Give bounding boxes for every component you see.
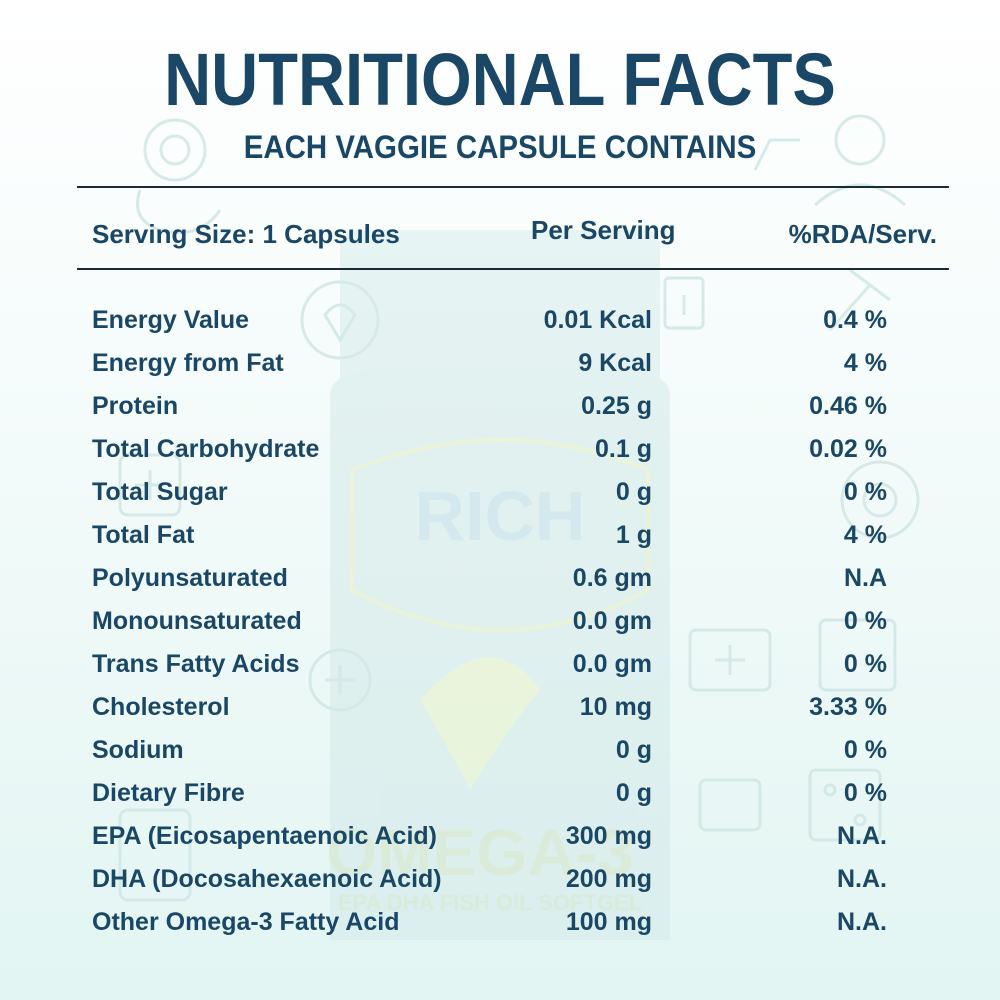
clipboard-icon xyxy=(663,276,705,330)
rda-value: 3.33 % xyxy=(809,693,887,721)
rda-value: 0 % xyxy=(843,607,887,635)
rda-value: 0.02 % xyxy=(809,435,887,463)
table-row: Monounsaturated 0.0 gm 0 % xyxy=(0,600,1000,643)
first-aid-kit-icon xyxy=(688,618,897,692)
table-row: EPA (Eicosapentaenoic Acid) 300 mg N.A. xyxy=(0,815,1000,858)
table-row: Total Sugar 0 g 0 % xyxy=(0,471,1000,514)
page-title: NUTRITIONAL FACTS xyxy=(164,38,836,121)
column-header-rda: %RDA/Serv. xyxy=(788,219,937,249)
per-serving-value: 0.0 gm xyxy=(572,607,652,635)
table-row: Dietary Fibre 0 g 0 % xyxy=(0,772,1000,815)
table-row: Polyunsaturated 0.6 gm N.A xyxy=(0,557,1000,600)
nutrient-name: Other Omega-3 Fatty Acid xyxy=(92,908,400,936)
pill-box-icon xyxy=(698,768,882,842)
nutrient-name: Polyunsaturated xyxy=(92,564,288,592)
rda-value: 0.46 % xyxy=(809,392,887,420)
nutrient-name: Energy Value xyxy=(92,306,250,334)
rda-value: 0 % xyxy=(843,650,887,678)
column-header-serving-size: Serving Size: 1 Capsules xyxy=(92,219,400,249)
table-row: DHA (Docosahexaenoic Acid) 200 mg N.A. xyxy=(0,858,1000,901)
rda-value: 0.4 % xyxy=(823,306,887,334)
rda-value: N.A. xyxy=(837,822,887,850)
per-serving-value: 0 g xyxy=(615,736,652,764)
nutrient-name: Total Sugar xyxy=(92,478,228,506)
watermark-product: OMEGA-3 xyxy=(326,815,634,889)
page-subtitle: EACH VAGGIE CAPSULE CONTAINS xyxy=(243,129,757,165)
table-row: Cholesterol 10 mg 3.33 % xyxy=(0,686,1000,729)
table-row: Energy Value 0.01 Kcal 0.4 % xyxy=(0,299,1000,342)
per-serving-value: 0.0 gm xyxy=(572,650,652,678)
nutrient-name: Protein xyxy=(92,392,179,420)
per-serving-value: 0.6 gm xyxy=(572,564,652,592)
brain-icon xyxy=(136,118,222,234)
per-serving-value: 10 mg xyxy=(579,693,652,721)
watermark-brand: RICH xyxy=(414,477,585,555)
table-row: Sodium 0 g 0 % xyxy=(0,729,1000,772)
rda-value: 0 % xyxy=(843,779,887,807)
watermark-brand-sub: INSERTS xyxy=(439,554,562,579)
per-serving-value: 300 mg xyxy=(565,822,652,850)
nutrition-table-body: Energy Value 0.01 Kcal 0.4 % Energy from… xyxy=(0,299,1000,944)
divider-top xyxy=(77,186,949,188)
nutrient-name: Monounsaturated xyxy=(92,607,302,635)
nutrient-name: EPA (Eicosapentaenoic Acid) xyxy=(92,822,437,850)
per-serving-value: 100 mg xyxy=(565,908,652,936)
doctor-icon xyxy=(753,114,906,207)
rda-value: 4 % xyxy=(843,349,887,377)
table-row: Total Carbohydrate 0.1 g 0.02 % xyxy=(0,428,1000,471)
per-serving-value: 9 Kcal xyxy=(578,349,652,377)
bottle-watermark xyxy=(330,230,670,940)
nutrient-name: Cholesterol xyxy=(92,693,230,721)
rda-value: N.A. xyxy=(837,865,887,893)
pills-icon xyxy=(118,808,192,902)
rda-value: 0 % xyxy=(843,736,887,764)
nutrient-name: Total Carbohydrate xyxy=(92,435,320,463)
watermark-product-sub: EPA DHA FISH OIL SOFTGEL xyxy=(338,890,642,915)
table-row: Other Omega-3 Fatty Acid 100 mg N.A. xyxy=(0,901,1000,944)
column-header-per-serving: Per Serving xyxy=(531,215,676,245)
per-serving-value: 0 g xyxy=(615,779,652,807)
rda-value: 4 % xyxy=(843,521,887,549)
gear-icon xyxy=(840,460,920,540)
per-serving-value: 1 g xyxy=(615,521,652,549)
nutrient-name: Total Fat xyxy=(92,521,195,549)
rda-value: N.A. xyxy=(837,908,887,936)
nutrient-name: Dietary Fibre xyxy=(92,779,245,807)
nutrient-name: Energy from Fat xyxy=(92,349,284,377)
per-serving-value: 0 g xyxy=(615,478,652,506)
hammer-icon xyxy=(828,268,891,331)
per-serving-value: 0.1 g xyxy=(595,435,652,463)
per-serving-value: 0.01 Kcal xyxy=(543,306,652,334)
nutrient-name: Trans Fatty Acids xyxy=(92,650,300,678)
per-serving-value: 0.25 g xyxy=(581,392,652,420)
table-row: Total Fat 1 g 4 % xyxy=(0,514,1000,557)
medical-cross-icon xyxy=(118,453,182,517)
rda-value: 0 % xyxy=(843,478,887,506)
nutrient-name: Sodium xyxy=(92,736,184,764)
table-row: Trans Fatty Acids 0.0 gm 0 % xyxy=(0,643,1000,686)
per-serving-value: 200 mg xyxy=(565,865,652,893)
table-row: Energy from Fat 9 Kcal 4 % xyxy=(0,342,1000,385)
table-row: Protein 0.25 g 0.46 % xyxy=(0,385,1000,428)
divider-header xyxy=(77,268,949,270)
rda-value: N.A xyxy=(843,564,887,592)
nutrient-name: DHA (Docosahexaenoic Acid) xyxy=(92,865,442,893)
